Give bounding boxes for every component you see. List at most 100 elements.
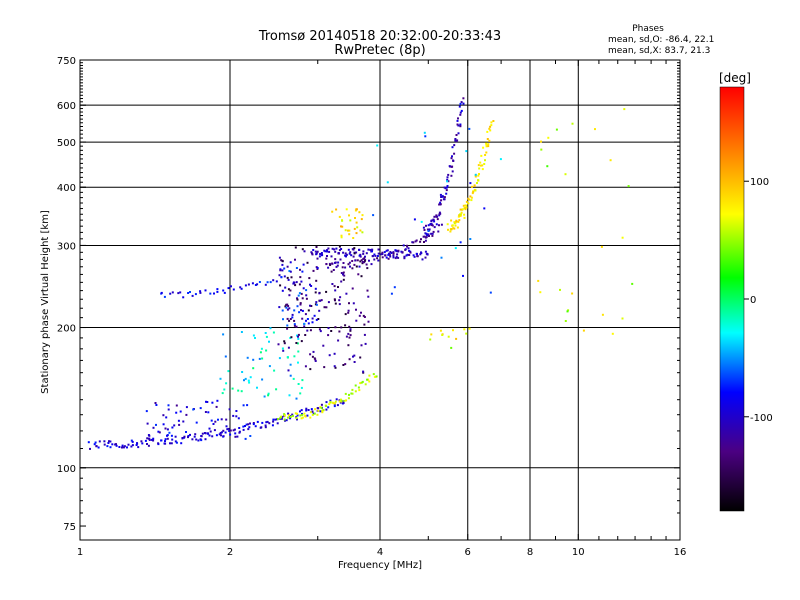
echo-point xyxy=(454,138,457,140)
echo-point xyxy=(296,418,298,421)
echo-point xyxy=(368,374,371,377)
echo-point xyxy=(222,289,225,292)
echo-point xyxy=(311,253,314,256)
echo-point xyxy=(222,429,225,432)
echo-point xyxy=(438,213,441,215)
echo-point xyxy=(296,342,299,345)
echo-point xyxy=(358,389,361,392)
echo-point xyxy=(376,144,379,147)
echo-point xyxy=(439,193,442,196)
echo-point xyxy=(412,254,415,257)
echo-point xyxy=(283,418,286,421)
echo-point xyxy=(363,323,366,326)
echo-point xyxy=(361,262,364,265)
echo-point xyxy=(289,337,292,339)
echo-point xyxy=(309,416,312,419)
y-tick-label: 400 xyxy=(57,183,76,194)
echo-point xyxy=(300,280,303,283)
echo-point xyxy=(289,417,292,420)
echo-point xyxy=(288,394,291,397)
echo-point xyxy=(185,406,188,409)
echo-point xyxy=(336,264,339,267)
echo-point xyxy=(278,256,281,259)
echo-point xyxy=(393,286,396,289)
echo-point xyxy=(348,214,350,217)
colorbar-label: [deg] xyxy=(719,71,751,85)
echo-point xyxy=(316,407,319,410)
echo-point xyxy=(151,438,153,441)
echo-point xyxy=(335,398,338,401)
echo-point xyxy=(342,271,345,274)
echo-point xyxy=(307,409,310,411)
echo-point xyxy=(437,230,440,233)
echo-point xyxy=(351,392,354,395)
echo-point xyxy=(456,119,459,122)
echo-point xyxy=(360,311,362,314)
echo-point xyxy=(454,221,457,224)
echo-point xyxy=(435,214,438,217)
echo-point xyxy=(380,253,383,256)
echo-point xyxy=(272,420,275,423)
echo-point xyxy=(296,305,299,308)
echo-point xyxy=(98,440,101,443)
echo-point xyxy=(289,415,292,418)
echo-point xyxy=(281,260,284,263)
echo-point xyxy=(301,379,304,382)
echo-point xyxy=(334,302,337,305)
echo-point xyxy=(287,369,290,372)
echo-point xyxy=(223,291,226,294)
echo-point xyxy=(279,416,282,419)
echo-point xyxy=(252,358,255,361)
echo-point xyxy=(299,392,302,395)
echo-point xyxy=(424,239,427,242)
echo-point xyxy=(345,399,348,402)
echo-point xyxy=(446,223,449,226)
echo-point xyxy=(171,438,174,441)
echo-point xyxy=(211,435,214,438)
echo-point xyxy=(240,331,243,333)
echo-point xyxy=(315,253,318,256)
colorbar xyxy=(719,86,745,512)
echo-point xyxy=(344,313,347,316)
echo-point xyxy=(328,403,331,406)
echo-point xyxy=(259,351,262,354)
echo-point xyxy=(252,423,255,426)
echo-point xyxy=(319,406,322,409)
echo-point xyxy=(333,248,336,251)
echo-point xyxy=(333,298,336,301)
echo-point xyxy=(436,218,439,221)
echo-point xyxy=(485,144,488,147)
echo-point xyxy=(213,292,215,295)
echo-point xyxy=(167,408,170,411)
echo-point xyxy=(364,383,367,386)
echo-point xyxy=(322,344,325,347)
echo-point xyxy=(351,248,354,251)
echo-point xyxy=(344,363,347,366)
echo-point xyxy=(233,428,236,431)
echo-point xyxy=(362,370,365,373)
echo-point xyxy=(295,281,298,284)
echo-point xyxy=(429,223,432,225)
echo-point xyxy=(282,318,284,321)
echo-point xyxy=(540,140,542,143)
echo-point xyxy=(162,414,165,417)
echo-point xyxy=(287,305,290,307)
echo-point xyxy=(347,397,350,400)
echo-point xyxy=(363,257,366,260)
echo-point xyxy=(147,434,150,436)
echo-point xyxy=(451,155,453,158)
echo-point xyxy=(237,389,240,392)
echo-point xyxy=(373,258,376,261)
echo-point xyxy=(345,335,348,338)
echo-point xyxy=(335,265,338,268)
echo-point xyxy=(288,294,291,297)
echo-point xyxy=(131,444,134,447)
echo-point xyxy=(340,272,343,274)
echo-point xyxy=(195,438,198,441)
echo-point xyxy=(423,241,425,243)
echo-point xyxy=(430,219,433,222)
echo-point xyxy=(227,370,230,373)
echo-point xyxy=(367,248,370,251)
echo-point xyxy=(279,268,282,271)
echo-point xyxy=(367,320,370,323)
